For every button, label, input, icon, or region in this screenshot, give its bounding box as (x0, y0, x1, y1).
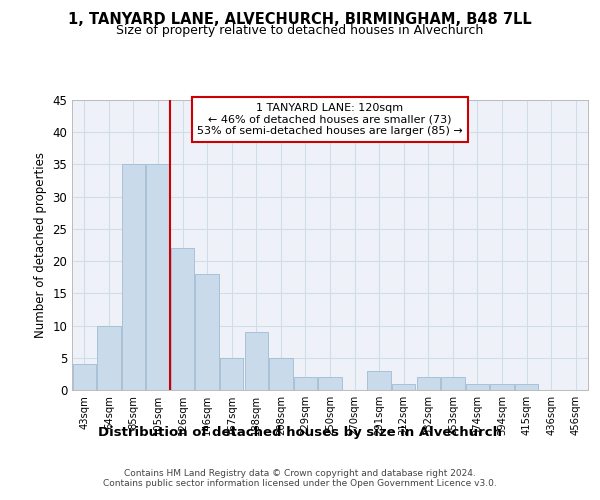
Bar (245, 332, 268, 390)
Bar (269, 358, 293, 390)
Text: 1, TANYARD LANE, ALVECHURCH, BIRMINGHAM, B48 7LL: 1, TANYARD LANE, ALVECHURCH, BIRMINGHAM,… (68, 12, 532, 28)
Bar (367, 370, 391, 390)
Bar (490, 384, 514, 390)
Text: Size of property relative to detached houses in Alvechurch: Size of property relative to detached ho… (116, 24, 484, 37)
Bar (441, 377, 464, 390)
Text: Distribution of detached houses by size in Alvechurch: Distribution of detached houses by size … (98, 426, 502, 439)
Bar (146, 164, 170, 390)
Bar (196, 274, 219, 390)
Bar (416, 377, 440, 390)
Bar (392, 384, 415, 390)
Bar (122, 164, 145, 390)
Bar (73, 364, 96, 390)
Bar (294, 377, 317, 390)
Bar (220, 358, 244, 390)
Text: Contains HM Land Registry data © Crown copyright and database right 2024.: Contains HM Land Registry data © Crown c… (124, 468, 476, 477)
Bar (466, 384, 489, 390)
Text: 1 TANYARD LANE: 120sqm
← 46% of detached houses are smaller (73)
53% of semi-det: 1 TANYARD LANE: 120sqm ← 46% of detached… (197, 103, 463, 136)
Bar (319, 377, 341, 390)
Y-axis label: Number of detached properties: Number of detached properties (34, 152, 47, 338)
Bar (97, 326, 121, 390)
Bar (515, 384, 538, 390)
Bar (171, 248, 194, 390)
Text: Contains public sector information licensed under the Open Government Licence v3: Contains public sector information licen… (103, 478, 497, 488)
